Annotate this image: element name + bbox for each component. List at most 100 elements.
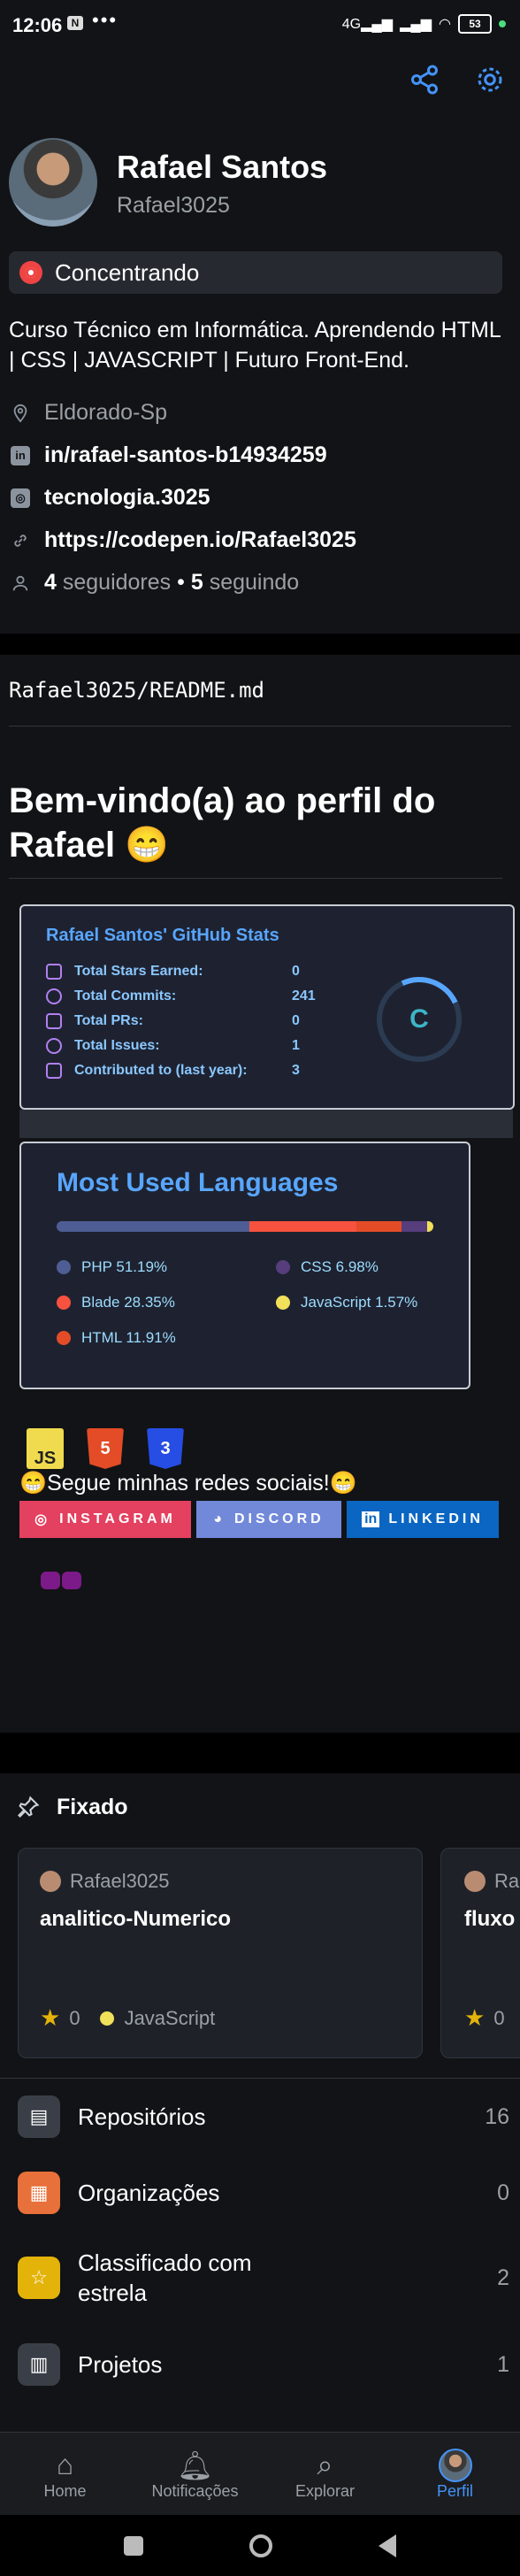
location-text: Eldorado-Sp: [44, 400, 167, 425]
stat-value: 3: [292, 1063, 300, 1078]
tab-home[interactable]: ⌂ Home: [0, 2433, 130, 2516]
pull-request-icon: [46, 1013, 62, 1029]
home-button-icon[interactable]: [249, 2534, 272, 2557]
instagram-button[interactable]: ◎ INSTAGRAM: [19, 1501, 191, 1538]
pinned-repo-card[interactable]: Ra fluxo ★ 0: [440, 1848, 520, 2058]
divider: [9, 726, 511, 727]
legend-label: CSS 6.98%: [301, 1258, 379, 1275]
repo-meta: ★ 0: [464, 2004, 505, 2032]
linkedin-button-label: LINKEDIN: [388, 1511, 484, 1526]
section-divider: [0, 634, 520, 655]
menu-item-count: 16: [485, 2103, 509, 2129]
back-icon[interactable]: [379, 2534, 396, 2557]
languages-card: Most Used Languages PHP 51.19% Blade 28.…: [19, 1142, 470, 1389]
tab-profile[interactable]: Perfil: [390, 2433, 520, 2516]
stats-list: Total Stars Earned: 0 Total Commits: 241 T…: [46, 959, 316, 1083]
linkedin-link[interactable]: in/rafael-santos-b14934259: [44, 442, 327, 467]
instagram-row[interactable]: ◎ tecnologia.3025: [9, 485, 210, 511]
menu-item-starred[interactable]: ☆ Classificado com estrela 2: [0, 2235, 520, 2320]
more-notifications-icon: •••: [92, 9, 119, 31]
stat-row: Total PRs: 0: [46, 1009, 316, 1034]
recents-icon[interactable]: [124, 2535, 143, 2556]
stat-row: Total Stars Earned: 0: [46, 959, 316, 984]
repo-icon: [46, 1063, 62, 1079]
menu-item-organizations[interactable]: ▦ Organizações 0: [0, 2156, 520, 2230]
owner-avatar: [40, 1871, 61, 1892]
pin-icon: [18, 1796, 40, 1818]
discord-button[interactable]: ◕ DISCORD: [196, 1501, 341, 1538]
status-right: 4G▂▄▆ ▂▄▆ ◠ 53: [342, 14, 506, 34]
language-bar-segment: [57, 1221, 250, 1232]
tab-notifications[interactable]: 🔔︎ Notificações: [130, 2433, 260, 2516]
menu-item-count: 2: [497, 2265, 509, 2290]
menu-item-projects[interactable]: ▥ Projetos 1: [0, 2327, 520, 2402]
languages-title: Most Used Languages: [57, 1168, 339, 1197]
project-icon: ▥: [18, 2343, 60, 2386]
user-status[interactable]: Concentrando: [9, 251, 502, 294]
divider: [9, 878, 502, 879]
tech-icons: JS 5 3: [27, 1428, 184, 1469]
pinned-title: Fixado: [57, 1795, 128, 1819]
followers-row[interactable]: 4 seguidores • 5 seguindo: [9, 570, 299, 596]
readme-path[interactable]: Rafael3025/README.md: [9, 678, 264, 703]
share-icon[interactable]: [409, 64, 440, 96]
stat-row: Total Commits: 241: [46, 984, 316, 1009]
star-count: 0: [69, 2006, 80, 2029]
owner-name: Rafael3025: [70, 1870, 170, 1892]
menu-item-label: Projetos: [78, 2351, 163, 2378]
stat-value: 0: [292, 964, 300, 979]
html5-icon: 5: [87, 1428, 124, 1469]
menu-item-label: Organizações: [78, 2180, 220, 2206]
pinned-repo-card[interactable]: Rafael3025 analitico-Numerico ★ 0 JavaSc…: [18, 1848, 423, 2058]
legend-dot: [276, 1296, 290, 1310]
bottom-nav: ⌂ Home 🔔︎ Notificações ⌕ Explorar Perfil: [0, 2432, 520, 2516]
javascript-icon: JS: [27, 1428, 64, 1469]
linkedin-row[interactable]: in in/rafael-santos-b14934259: [9, 442, 327, 468]
github-stats-card: Rafael Santos' GitHub Stats Total Stars …: [19, 904, 515, 1110]
legend-item: HTML 11.91%: [57, 1329, 176, 1347]
target-icon: [19, 261, 42, 284]
status-bar: 12:06 N ••• 4G▂▄▆ ▂▄▆ ◠ 53: [0, 0, 520, 55]
legend-item: PHP 51.19%: [57, 1258, 167, 1276]
stat-label: Total Stars Earned:: [74, 964, 203, 979]
menu-item-count: 0: [497, 2180, 509, 2205]
card-scrollbar: [19, 1110, 513, 1138]
menu-item-repositories[interactable]: ▤ Repositórios 16: [0, 2080, 520, 2154]
repo-language: JavaScript: [124, 2006, 216, 2029]
languages-bar: [57, 1221, 433, 1232]
social-buttons: ◎ INSTAGRAM ◕ DISCORD in LINKEDIN: [19, 1501, 499, 1538]
readme-heading: Bem-vindo(a) ao perfil do Rafael 😁: [9, 781, 436, 865]
followers-count: 4: [44, 570, 57, 595]
profile-bio: Curso Técnico em Informática. Aprendendo…: [9, 318, 501, 373]
tab-label: Home: [43, 2481, 87, 2500]
home-icon: ⌂: [56, 2448, 74, 2480]
instagram-link[interactable]: tecnologia.3025: [44, 485, 210, 510]
language-dot: [99, 2011, 114, 2026]
avatar: [9, 138, 97, 227]
language-bar-segment: [249, 1221, 356, 1232]
discord-icon: ◕: [213, 1511, 226, 1526]
tab-explore[interactable]: ⌕ Explorar: [260, 2433, 390, 2516]
linkedin-button[interactable]: in LINKEDIN: [347, 1501, 499, 1538]
grade-letter: C: [409, 1004, 429, 1034]
website-link[interactable]: https://codepen.io/Rafael3025: [44, 527, 356, 552]
followers-label: seguidores: [62, 570, 172, 595]
avatar: [438, 2448, 472, 2482]
gear-icon[interactable]: [474, 64, 506, 96]
following-label: seguindo: [209, 570, 300, 595]
stats-title: Rafael Santos' GitHub Stats: [46, 926, 279, 945]
tab-label: Explorar: [294, 2481, 356, 2500]
stat-value: 1: [292, 1038, 300, 1053]
signal-icon-2: ▂▄▆: [400, 17, 432, 32]
website-row[interactable]: https://codepen.io/Rafael3025: [9, 527, 356, 553]
discord-button-label: DISCORD: [233, 1511, 325, 1526]
system-nav-bar: [0, 2515, 520, 2576]
legend-label: PHP 51.19%: [81, 1258, 168, 1275]
bell-icon: 🔔︎: [177, 2449, 213, 2481]
stat-label: Contributed to (last year):: [74, 1063, 248, 1078]
linkedin-icon: in: [9, 444, 32, 467]
legend-dot: [57, 1331, 71, 1345]
person-icon: [9, 572, 32, 595]
repo-icon: ▤: [18, 2095, 60, 2138]
star-icon: ★: [464, 2004, 486, 2031]
